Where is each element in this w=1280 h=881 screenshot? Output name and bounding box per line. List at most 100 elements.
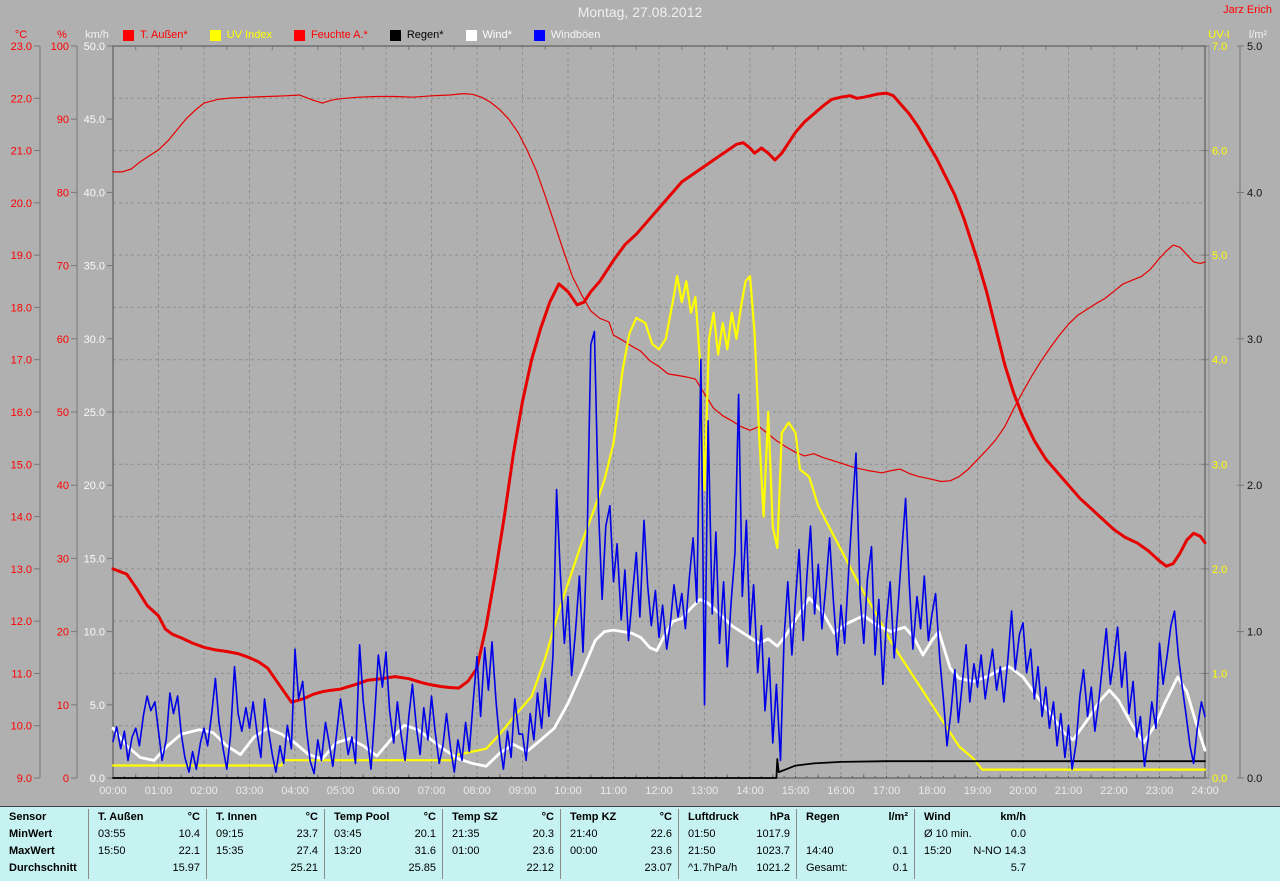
- x-tick-label: 21:00: [1055, 785, 1083, 797]
- row-label-minwert: MinWert: [9, 828, 53, 840]
- x-tick-label: 16:00: [827, 785, 855, 797]
- table-cell-temp-pool-maxwert: 13:20 31.6: [325, 843, 442, 860]
- cell-value: 15.97: [172, 862, 200, 874]
- sensor-name: Temp Pool: [334, 811, 390, 823]
- x-tick-label: 19:00: [964, 785, 992, 797]
- table-cell-t-au-en-maxwert: 15:50 22.1: [89, 843, 206, 860]
- sensor-name: Temp KZ: [570, 811, 617, 823]
- series-windb-en: [112, 330, 1206, 775]
- y-tick-label-temp: 17.0: [11, 355, 32, 367]
- x-tick-label: 06:00: [372, 785, 400, 797]
- weather-chart: 9.0 10.0 11.0 12.0 13.0 14.0 15.0 16.0 17.0 18.0 1…: [11, 29, 1268, 797]
- x-tick-label: 05:00: [327, 785, 355, 797]
- axis-header-temp: °C: [15, 29, 27, 41]
- table-cell-temp-kz-maxwert: 00:00 23.6: [561, 843, 678, 860]
- cell-value: 23.6: [650, 845, 672, 857]
- legend-item-regen[interactable]: Regen*: [389, 29, 444, 41]
- table-cell-luftdruck-maxwert: 21:50 1023.7: [679, 843, 796, 860]
- cell-value: 0.1: [892, 845, 908, 857]
- x-tick-label: 00:00: [99, 785, 127, 797]
- axis-header-wind: km/h: [85, 29, 109, 41]
- sensor-header: Temp Pool °C: [325, 809, 442, 826]
- cell-value: 25.21: [290, 862, 318, 874]
- y-tick-label-uv: 2.0: [1212, 564, 1227, 576]
- x-tick-label: 17:00: [873, 785, 901, 797]
- y-tick-label-temp: 13.0: [11, 564, 32, 576]
- series-wind: [111, 596, 1207, 768]
- y-tick-label-rain: 5.0: [1247, 41, 1262, 53]
- cell-value: 0.0: [1010, 828, 1026, 840]
- table-cell-temp-kz-minwert: 21:40 22.6: [561, 826, 678, 843]
- x-tick-label: 13:00: [691, 785, 719, 797]
- sensor-column-temp-sz: Temp SZ °C 21:35 20.3 01:00 23.6 22.12: [442, 809, 560, 879]
- cell-value: 23.7: [296, 828, 318, 840]
- cell-time: Ø 10 min.: [924, 828, 972, 840]
- cell-value: 22.12: [526, 862, 554, 874]
- x-tick-label: 04:00: [281, 785, 309, 797]
- sensor-name: T. Außen: [98, 811, 144, 823]
- cell-time: 21:35: [452, 828, 480, 840]
- sensor-header: T. Außen °C: [89, 809, 206, 826]
- legend-item-windb-en[interactable]: Windböen: [533, 29, 600, 41]
- cell-value: N-NO 14.3: [973, 845, 1026, 857]
- cell-value: 10.4: [178, 828, 200, 840]
- table-cell-luftdruck-durchschnitt: ^1.7hPa/h 1021.2: [679, 860, 796, 877]
- row-label-maxwert: MaxWert: [9, 845, 55, 857]
- page-title: Montag, 27.08.2012: [577, 4, 703, 20]
- y-tick-label-temp: 14.0: [11, 512, 32, 524]
- y-tick-label-wind: 10.0: [84, 627, 105, 639]
- y-tick-label-wind: 25.0: [84, 407, 105, 419]
- cell-value: 25.85: [408, 862, 436, 874]
- row-label-column: Sensor MinWert MaxWert Durchschnitt: [0, 809, 88, 877]
- row-label-durchschnitt: Durchschnitt: [9, 862, 77, 874]
- watermark-author: Jarz Erich: [1223, 4, 1272, 16]
- cell-time: 01:50: [688, 828, 716, 840]
- table-cell-luftdruck-minwert: 01:50 1017.9: [679, 826, 796, 843]
- sensor-unit: °C: [659, 811, 672, 823]
- y-tick-label-hum: 90: [57, 114, 69, 126]
- y-tick-label-hum: 100: [51, 41, 69, 53]
- cell-time: Gesamt:: [806, 862, 848, 874]
- y-tick-label-wind: 50.0: [84, 41, 105, 53]
- axis-header-rain: l/m²: [1249, 29, 1268, 41]
- cell-time: 15:20: [924, 845, 952, 857]
- y-tick-label-temp: 21.0: [11, 146, 32, 158]
- cell-value: 5.7: [1010, 862, 1026, 874]
- table-cell-wind-maxwert: 15:20 N-NO 14.3: [915, 843, 1032, 860]
- cell-time: 15:35: [216, 845, 244, 857]
- y-tick-label-wind: 40.0: [84, 187, 105, 199]
- legend-label: Regen*: [406, 29, 444, 41]
- y-tick-label-wind: 0.0: [90, 773, 105, 785]
- y-tick-label-temp: 18.0: [11, 302, 32, 314]
- y-tick-label-uv: 3.0: [1212, 459, 1227, 471]
- y-tick-label-wind: 15.0: [84, 553, 105, 565]
- cell-value: 31.6: [414, 845, 436, 857]
- table-cell-wind-durchschnitt: 5.7: [915, 860, 1032, 877]
- x-tick-label: 15:00: [782, 785, 810, 797]
- table-cell-wind-minwert: Ø 10 min. 0.0: [915, 826, 1032, 843]
- legend-item-wind[interactable]: Wind*: [465, 29, 512, 41]
- x-tick-label: 08:00: [463, 785, 491, 797]
- sensor-header: Temp SZ °C: [443, 809, 560, 826]
- legend-item-feuchte-a[interactable]: Feuchte A.*: [293, 29, 368, 41]
- sensor-unit: l/m²: [888, 811, 908, 823]
- cell-time: 14:40: [806, 845, 834, 857]
- x-tick-label: 03:00: [236, 785, 264, 797]
- cell-time: 09:15: [216, 828, 244, 840]
- table-cell-temp-sz-minwert: 21:35 20.3: [443, 826, 560, 843]
- cell-value: 1023.7: [756, 845, 790, 857]
- x-tick-label: 01:00: [145, 785, 173, 797]
- sensor-header: Regen l/m²: [797, 809, 914, 826]
- legend-item-uv-index[interactable]: UV Index: [209, 29, 272, 41]
- y-tick-label-wind: 35.0: [84, 261, 105, 273]
- legend-item-t-au-en[interactable]: T. Außen*: [123, 29, 188, 41]
- x-tick-label: 10:00: [554, 785, 582, 797]
- sensor-column-t-au-en: T. Außen °C 03:55 10.4 15:50 22.1 15.97: [88, 809, 206, 879]
- chart-legend: T. Außen* UV Index Feuchte A.* Regen* Wind* W…: [123, 29, 600, 41]
- sensor-name: Wind: [924, 811, 951, 823]
- sensor-column-temp-pool: Temp Pool °C 03:45 20.1 13:20 31.6 25.85: [324, 809, 442, 879]
- sensor-column-temp-kz: Temp KZ °C 21:40 22.6 00:00 23.6 23.07: [560, 809, 678, 879]
- sensor-column-t-innen: T. Innen °C 09:15 23.7 15:35 27.4 25.21: [206, 809, 324, 879]
- y-tick-label-rain: 1.0: [1247, 627, 1262, 639]
- legend-swatch-regen: [389, 29, 401, 41]
